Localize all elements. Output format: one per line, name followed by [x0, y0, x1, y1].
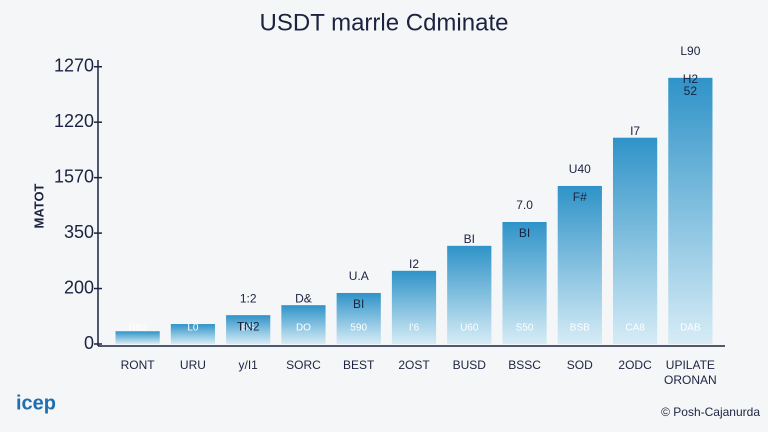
y-tick-label: 1270: [54, 55, 94, 75]
bar-top-label: D&: [295, 291, 312, 305]
bar-top-label: TN2: [237, 319, 260, 333]
bar-top-label: 7.0: [516, 198, 533, 212]
y-tick-label: 1570: [54, 166, 94, 186]
chart-title: USDT marrle Cdminate: [260, 9, 509, 36]
bar-top-label: BI: [464, 232, 475, 246]
bar: [447, 245, 492, 344]
bar-top-label: U.A: [349, 269, 369, 283]
bar-top-label: I2: [409, 257, 419, 271]
bar-base-label: U60: [460, 323, 479, 334]
x-tick-label: 2OST: [398, 358, 430, 372]
bar: [668, 77, 713, 345]
bar-base-label: L0: [187, 323, 199, 334]
x-tick-label: RONT: [121, 358, 156, 372]
bar: [115, 331, 160, 344]
x-tick-label: URU: [180, 358, 206, 372]
bar: [502, 222, 547, 344]
bar: [557, 185, 602, 344]
x-tick-label: 2ODC: [618, 358, 652, 372]
x-tick-label: BEST: [343, 358, 375, 372]
bar-base-label: DO: [296, 323, 311, 334]
bar-top-label: I7: [630, 124, 640, 138]
y-tick-label: 1220: [54, 111, 94, 131]
bar-base-label: I'6: [409, 323, 420, 334]
bar-top-label: 52: [684, 84, 698, 98]
bar-base-label: BS: [242, 323, 256, 334]
y-tick-label: 350: [64, 222, 94, 242]
bar-base-label: DAB: [680, 323, 701, 334]
x-tick-label: BSSC: [508, 358, 541, 372]
bar-top-label: 1:2: [240, 291, 257, 305]
bar-base-label: CA8: [625, 323, 645, 334]
bar-base-label: S50: [516, 323, 534, 334]
bar: [170, 324, 216, 344]
bar: [281, 305, 326, 344]
x-tick-label: SOD: [567, 358, 593, 372]
x-tick-label: UPILATE ORONAN: [664, 358, 717, 387]
logo: icep: [16, 392, 56, 414]
bar-top-label: L90: [680, 44, 700, 58]
bar-top-label: BI: [353, 297, 364, 311]
bar: [391, 270, 437, 344]
bar-top-label: H2: [683, 72, 699, 86]
x-tick-label: BUSD: [453, 358, 487, 372]
y-tick-label: 200: [64, 277, 94, 297]
bar-top-label: BI: [519, 226, 530, 240]
bar-base-label: BSB: [570, 323, 590, 334]
x-tick-label: SORC: [286, 358, 321, 372]
credit: © Posh-Cajanurda: [661, 405, 760, 419]
bar-top-label: F#: [573, 190, 587, 204]
bar-top-label: U40: [569, 162, 591, 176]
bar-base-label: 590: [350, 323, 367, 334]
bar: [336, 292, 381, 344]
bar-base-label: R80: [128, 323, 147, 334]
y-axis-label: MATOT: [31, 183, 46, 228]
y-tick-label: 0: [84, 333, 94, 353]
bar: [612, 137, 658, 344]
bar: [226, 315, 271, 344]
x-tick-label: y/I1: [239, 358, 259, 372]
